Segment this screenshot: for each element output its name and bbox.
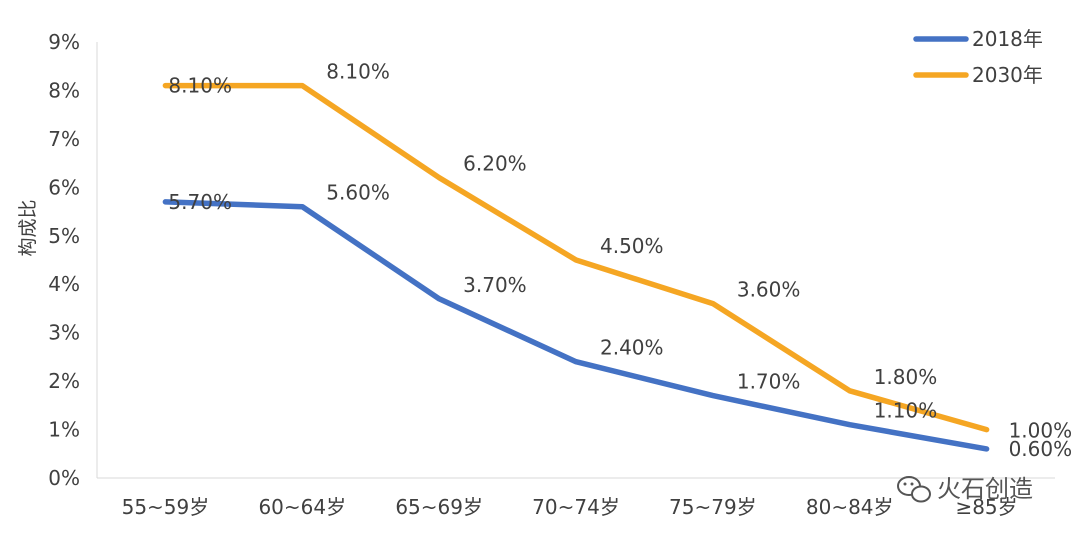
x-tick-label: 75~79岁: [669, 495, 757, 519]
x-tick-label: 65~69岁: [395, 495, 483, 519]
watermark: 火石创造: [897, 475, 1033, 503]
data-label: 0.60%: [1009, 437, 1073, 461]
data-label: 5.60%: [326, 181, 390, 205]
y-tick-label: 5%: [48, 224, 80, 248]
data-label: 1.10%: [874, 399, 938, 423]
y-axis-title: 构成比: [17, 199, 39, 256]
x-tick-labels: 55~59岁 60~64岁 65~69岁 70~74岁 75~79岁 80~84岁 ≥85岁: [122, 495, 1018, 519]
data-label: 5.70%: [168, 190, 232, 214]
data-label: 3.60%: [737, 278, 801, 302]
y-tick-label: 4%: [48, 272, 80, 296]
series-line-0: [162, 199, 990, 452]
y-tick-label: 6%: [48, 175, 80, 199]
data-label: 8.10%: [326, 60, 390, 84]
data-label: 1.70%: [737, 370, 801, 394]
watermark-text: 火石创造: [937, 475, 1033, 503]
series-line-1: [162, 82, 990, 433]
x-tick-label: 70~74岁: [532, 495, 620, 519]
data-label: 1.80%: [874, 365, 938, 389]
data-labels: 5.70% 5.60% 3.70% 2.40% 1.70% 1.10% 0.60% 8.10%…: [168, 60, 1072, 461]
x-tick-label: ≥85岁: [955, 495, 1017, 519]
y-tick-label: 0%: [48, 466, 80, 490]
data-label: 8.10%: [168, 74, 232, 98]
series-group: [162, 82, 990, 452]
x-tick-label: 80~84岁: [806, 495, 894, 519]
data-label: 6.20%: [463, 152, 527, 176]
legend-label: 2018年: [972, 27, 1043, 51]
data-label: 3.70%: [463, 273, 527, 297]
y-tick-label: 8%: [48, 78, 80, 102]
y-tick-labels: 0% 1% 2% 3% 4% 5% 6% 7% 8% 9%: [48, 30, 80, 490]
legend-label: 2030年: [972, 63, 1043, 87]
y-tick-label: 2%: [48, 369, 80, 393]
x-tick-label: 55~59岁: [122, 495, 210, 519]
y-tick-label: 9%: [48, 30, 80, 54]
legend: 2018年 2030年: [913, 27, 1043, 87]
data-label: 4.50%: [600, 234, 664, 258]
data-label: 1.00%: [1009, 419, 1073, 443]
wechat-icon: [897, 476, 931, 503]
y-tick-label: 3%: [48, 321, 80, 345]
x-tick-label: 60~64岁: [258, 495, 346, 519]
y-tick-label: 7%: [48, 127, 80, 151]
y-tick-label: 1%: [48, 418, 80, 442]
data-label: 2.40%: [600, 336, 664, 360]
axes: [96, 42, 1055, 479]
